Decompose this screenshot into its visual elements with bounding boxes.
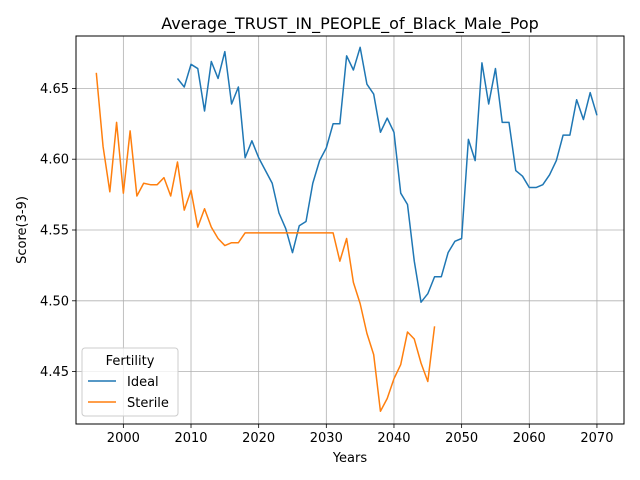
legend-title: Fertility xyxy=(106,354,155,369)
legend-box xyxy=(81,347,179,417)
x-tick-label: 2010 xyxy=(174,431,207,446)
y-tick-label: 4.50 xyxy=(40,294,69,309)
x-tick-label: 2000 xyxy=(107,431,140,446)
x-tick-label: 2070 xyxy=(580,431,613,446)
y-tick-label: 4.45 xyxy=(40,365,69,380)
legend-label-ideal: Ideal xyxy=(127,375,159,390)
y-axis-label: Score(3-9) xyxy=(15,196,30,264)
x-axis-label: Years xyxy=(332,451,368,466)
legend: Fertility Ideal Sterile xyxy=(81,347,179,417)
y-tick-label: 4.65 xyxy=(40,82,69,97)
legend-label-sterile: Sterile xyxy=(127,396,169,411)
x-tick-label: 2020 xyxy=(242,431,275,446)
series-lines xyxy=(95,46,598,413)
axis-ticks: 2000 2010 2020 2030 2040 2050 2060 2070 4.45 4.50… xyxy=(40,82,613,446)
legend-entries: Ideal Sterile xyxy=(88,375,169,411)
x-tick-label: 2060 xyxy=(513,431,546,446)
y-tick-label: 4.55 xyxy=(40,224,69,239)
series-line-sterile xyxy=(95,72,436,413)
series-line-ideal xyxy=(176,46,598,303)
x-tick-label: 2040 xyxy=(377,431,410,446)
x-tick-label: 2050 xyxy=(445,431,478,446)
chart-title: Average_TRUST_IN_PEOPLE_of_Black_Male_Po… xyxy=(161,14,539,34)
x-tick-label: 2030 xyxy=(310,431,343,446)
y-tick-label: 4.60 xyxy=(40,153,69,168)
